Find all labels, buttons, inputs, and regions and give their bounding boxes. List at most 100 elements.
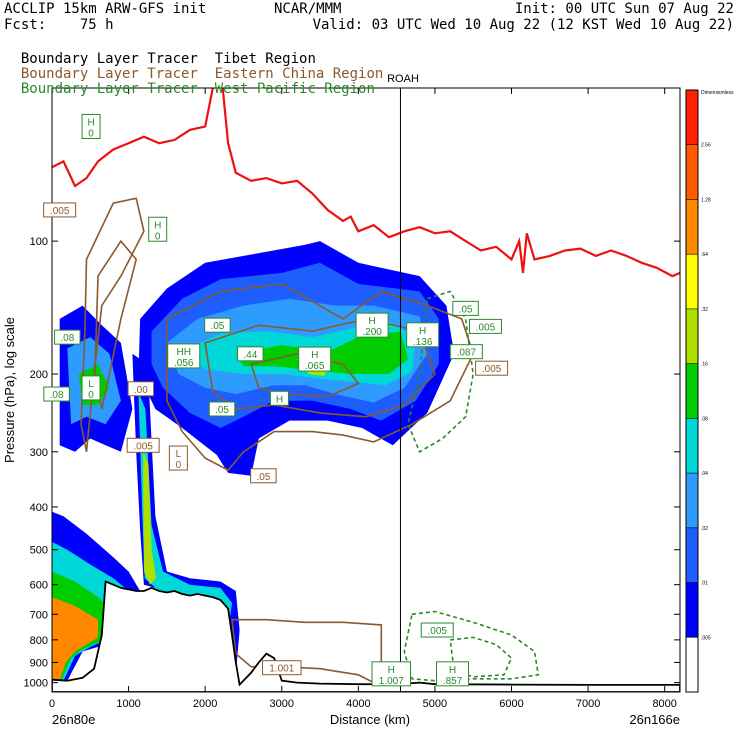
contour-label-text: H xyxy=(311,350,318,361)
contour-label-text: .087 xyxy=(457,348,477,359)
colorbar-label: .64 xyxy=(701,252,708,258)
contour-label: H1.007 xyxy=(371,661,412,687)
contour-label-box xyxy=(475,360,509,376)
x-right-label: 26n166e xyxy=(629,712,680,727)
contour-label-box xyxy=(54,329,81,345)
init-time: Init: 00 UTC Sun 07 Aug 22 xyxy=(514,1,734,17)
y-tick-label: 700 xyxy=(30,609,48,621)
contour-label: H xyxy=(269,390,289,406)
contour-label-box xyxy=(167,343,201,369)
terrain-silhouette xyxy=(52,580,680,692)
contour-label-text: .005 xyxy=(133,441,153,452)
contour-label-box xyxy=(371,661,412,687)
colorbar: .005 .01 .02 .04 .08 .16 .32 .64 1.28 2.56 Dimensi… xyxy=(685,89,734,693)
contour-label-value: 0 xyxy=(176,460,182,471)
contour-label-box xyxy=(420,622,454,638)
colorbar-segment xyxy=(686,363,698,419)
colorbar-label: .32 xyxy=(701,307,708,313)
y-tick-label: 300 xyxy=(30,447,48,459)
contour-label-text: .44 xyxy=(243,350,257,361)
x-tick-label: 6000 xyxy=(499,698,523,710)
y-tick-label: 500 xyxy=(30,545,48,557)
contour-label-box xyxy=(43,386,70,402)
org-label: NCAR/MMM xyxy=(274,1,342,17)
colorbar-label: .01 xyxy=(701,581,708,587)
y-tick-label: 1000 xyxy=(24,678,48,690)
colorbar-segment xyxy=(686,254,698,309)
forecast-hour: Fcst: 75 h xyxy=(4,17,114,33)
y-tick-label: 600 xyxy=(30,580,48,592)
contour-label-value: 0 xyxy=(88,128,94,139)
contour-label-text: .05 xyxy=(210,321,224,332)
contour-ec-4 xyxy=(204,318,436,418)
x-tick-label: 2000 xyxy=(193,698,217,710)
series-line-west-pacific: Boundary Layer Tracer West Pacific Regio… xyxy=(4,65,375,97)
contour-label-text: .08 xyxy=(50,390,64,401)
contour-label-value: .056 xyxy=(174,358,194,369)
contour-label-text: .05 xyxy=(459,304,473,315)
y-tick-label: 200 xyxy=(30,369,48,381)
colorbar-label: .08 xyxy=(701,416,708,422)
tropopause-line xyxy=(52,88,680,278)
contour-label: H.065 xyxy=(298,346,332,372)
contour-label: H0 xyxy=(81,113,101,139)
contour-label-text: HH xyxy=(177,347,191,358)
contour-label: .08 xyxy=(43,386,70,402)
contour-label-box xyxy=(81,375,101,401)
contour-label: L0 xyxy=(168,445,188,471)
contour-label-text: .05 xyxy=(215,405,229,416)
series-tracer-name: Boundary Layer Tracer xyxy=(20,81,198,97)
contour-ec-3 xyxy=(166,283,475,472)
contour-label-text: .005 xyxy=(482,364,502,375)
series-region: Tibet Region xyxy=(214,51,316,67)
contour-label-box xyxy=(436,661,470,687)
contour-label-text: H xyxy=(419,326,426,337)
contour-label: .005 xyxy=(475,360,509,376)
contour-label-text: 1.001 xyxy=(269,664,294,675)
contour-label: .05 xyxy=(208,401,236,417)
y-tick-label: 400 xyxy=(30,502,48,514)
valid-time: Valid: 03 UTC Wed 10 Aug 22 (12 KST Wed … xyxy=(312,17,734,33)
colorbar-label: 1.28 xyxy=(701,197,711,203)
x-axis: 0 1000 2000 3000 4000 5000 6000 7000 8000 xyxy=(49,88,677,710)
contour-label: .005 xyxy=(126,437,160,453)
contour-label-box xyxy=(126,437,160,453)
colorbar-label: .04 xyxy=(701,471,708,477)
contour-label: H.200 xyxy=(355,312,389,338)
contour-label-value: .136 xyxy=(413,337,433,348)
colorbar-label: 2.56 xyxy=(701,143,711,149)
contour-label-value: 0 xyxy=(155,231,161,242)
contour-label-box xyxy=(148,216,168,242)
contour-label: L0 xyxy=(81,375,101,401)
contour-label-text: .005 xyxy=(476,322,496,333)
contour-label-value: .857 xyxy=(443,676,463,687)
x-left-label: 26n80e xyxy=(52,712,95,727)
contour-label-value: 1.007 xyxy=(379,676,404,687)
contour-label: .00 xyxy=(127,381,155,397)
series-line-tibet: Boundary Layer Tracer Tibet Region xyxy=(4,35,316,67)
contour-label-box xyxy=(262,660,302,676)
contour-label-box xyxy=(452,300,479,316)
contour-label-text: .005 xyxy=(50,206,70,217)
contour-label-text: .005 xyxy=(427,626,447,637)
colorbar-segment xyxy=(686,637,698,692)
contour-label-box xyxy=(204,317,231,333)
contour-wp-lower xyxy=(403,610,540,682)
contour-label-box xyxy=(43,202,77,218)
colorbar-segment xyxy=(686,199,698,255)
series-region: West Pacific Region xyxy=(214,81,375,97)
colorbar-segment xyxy=(686,90,698,145)
contour-label: .44 xyxy=(237,346,264,362)
contour-wp-1 xyxy=(407,290,475,453)
marker-label: ROAH xyxy=(387,73,419,85)
contour-label-box xyxy=(127,381,155,397)
y-tick-label: 100 xyxy=(30,236,48,248)
contour-label-box xyxy=(208,401,236,417)
shade-column-3 xyxy=(143,451,157,585)
contour-label: H.857 xyxy=(436,661,470,687)
contour-label-value: 0 xyxy=(88,390,94,401)
contour-label-text: H xyxy=(388,665,395,676)
colorbar-label: .16 xyxy=(701,362,708,368)
series-line-eastern-china: Boundary Layer Tracer Eastern China Regi… xyxy=(4,50,383,82)
